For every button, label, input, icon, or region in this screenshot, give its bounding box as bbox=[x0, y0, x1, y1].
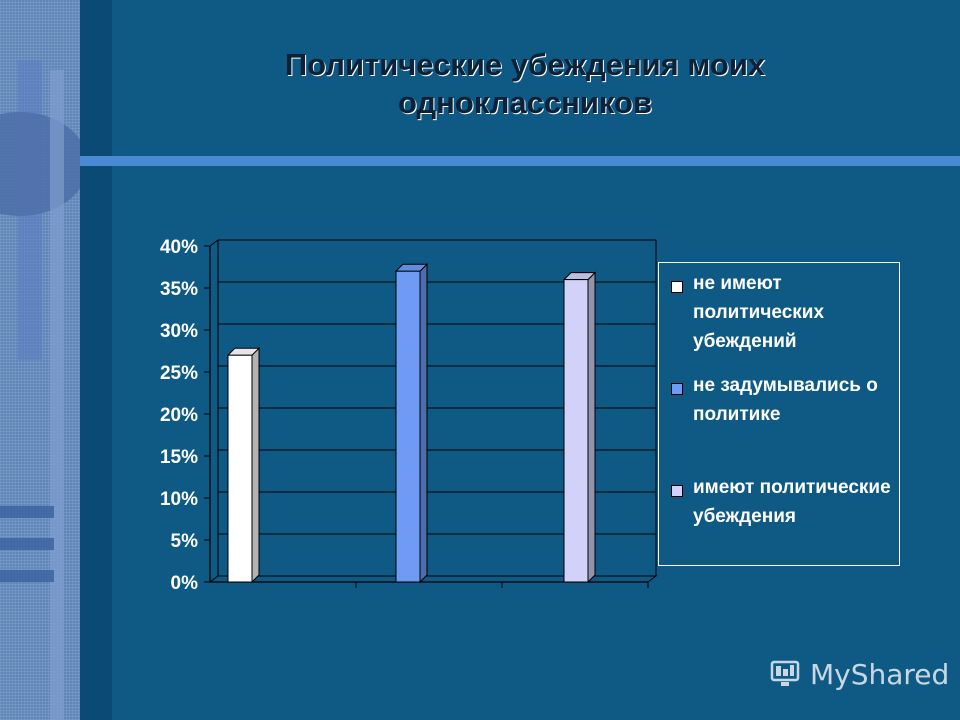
slide-title-line-1: Политические убеждения моих bbox=[284, 47, 766, 82]
bar bbox=[227, 354, 253, 583]
wall-corner bbox=[209, 239, 219, 247]
legend-item: не задумывались о политике bbox=[671, 371, 903, 429]
y-tick-label: 10% bbox=[160, 489, 198, 510]
bar bbox=[395, 270, 421, 583]
bar-side bbox=[587, 271, 596, 584]
slide-title-line-2: одноклассников bbox=[397, 85, 653, 120]
y-tick-label: 15% bbox=[160, 447, 198, 468]
decorative-stripe bbox=[0, 538, 54, 550]
legend-label: не задумывались о политике bbox=[693, 375, 878, 425]
y-tick-label: 25% bbox=[160, 363, 198, 384]
watermark-text: MyShared bbox=[810, 658, 950, 691]
y-tick-label: 0% bbox=[171, 573, 199, 594]
bar-side bbox=[251, 346, 260, 584]
legend-label: имеют политические убеждения bbox=[693, 477, 891, 527]
y-tick-label: 20% bbox=[160, 405, 198, 426]
decorative-stripe bbox=[0, 570, 54, 582]
decorative-dark-strip bbox=[80, 0, 112, 720]
legend-item: не имеют политических убеждений bbox=[671, 269, 903, 356]
legend-item: имеют политические убеждения bbox=[671, 473, 903, 531]
title-separator bbox=[80, 156, 960, 166]
chart-legend: не имеют политических убеждений не задум… bbox=[658, 262, 900, 566]
decorative-stripe bbox=[0, 506, 54, 518]
decorative-bar bbox=[50, 70, 64, 720]
slide-title: Политические убеждения моих одноклассник… bbox=[150, 46, 900, 122]
y-tick-label: 5% bbox=[171, 531, 199, 552]
bar-side bbox=[419, 262, 428, 584]
legend-swatch bbox=[671, 281, 683, 293]
y-tick-label: 35% bbox=[160, 279, 198, 300]
monitor-icon bbox=[770, 660, 800, 686]
legend-swatch bbox=[671, 485, 683, 497]
legend-swatch bbox=[671, 383, 683, 395]
y-tick-label: 40% bbox=[160, 237, 198, 258]
bar bbox=[563, 279, 589, 583]
legend-label: не имеют политических убеждений bbox=[693, 273, 825, 352]
y-tick-label: 30% bbox=[160, 321, 198, 342]
